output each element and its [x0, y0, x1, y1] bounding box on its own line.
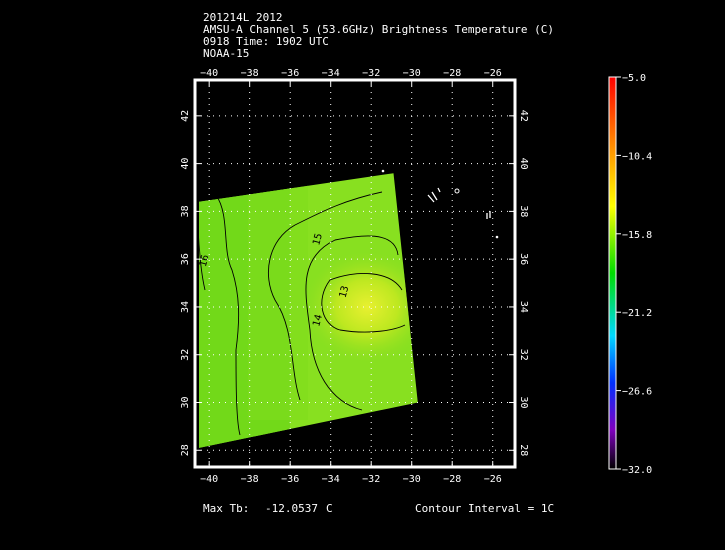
lat-label-right: 36 [518, 253, 529, 265]
lon-label-bottom: −36 [281, 474, 299, 485]
max-tb-label: Max Tb: [203, 502, 249, 515]
lon-label-top: −34 [322, 68, 340, 79]
contour-label: 16 [198, 254, 212, 268]
lon-label-top: −28 [443, 68, 461, 79]
lat-label-left: 38 [180, 205, 191, 217]
lon-label-bottom: −34 [322, 474, 340, 485]
lon-label-bottom: −40 [200, 474, 218, 485]
lat-label-left: 34 [180, 301, 191, 313]
land-fragment [381, 169, 385, 173]
lat-label-left: 28 [180, 444, 191, 456]
lat-label-right: 32 [518, 349, 529, 361]
lon-label-top: −26 [484, 68, 502, 79]
land-fragment [454, 188, 460, 194]
colorbar-labels: −5.0 −10.4 −15.8 −21.2 −26.6 −32.0 [616, 73, 652, 476]
colorbar-label: −10.4 [622, 151, 652, 162]
lon-label-top: −38 [241, 68, 259, 79]
lat-label-right: 30 [518, 396, 529, 408]
lon-label-bottom: −30 [403, 474, 421, 485]
contour-interval: Contour Interval = 1C [415, 502, 554, 515]
colorbar-label: −26.6 [622, 387, 652, 398]
brightness-swath: 16 15 14 13 [198, 173, 418, 448]
contour-line [305, 235, 399, 411]
land-fragment [427, 187, 441, 203]
contour-line [199, 199, 206, 291]
lon-label-top: −30 [403, 68, 421, 79]
lat-label-right: 42 [518, 110, 529, 122]
map-frame [193, 78, 517, 469]
lon-label-bottom: −26 [484, 474, 502, 485]
lat-label-right: 38 [518, 205, 529, 217]
lon-label-bottom: −32 [362, 474, 380, 485]
lon-label-bottom: −38 [241, 474, 259, 485]
max-tb-value: -12.0537 [265, 502, 318, 515]
contour-label: 15 [311, 232, 325, 246]
lon-label-top: −32 [362, 68, 380, 79]
satellite-name: NOAA-15 [203, 47, 249, 60]
contour-label: 13 [338, 285, 352, 299]
warm-core [305, 251, 418, 362]
land-fragment [486, 211, 491, 219]
lat-label-left: 32 [180, 349, 191, 361]
colorbar-label: −32.0 [622, 465, 652, 476]
colorbar-label: −5.0 [622, 73, 646, 84]
lat-label-left: 42 [180, 110, 191, 122]
max-tb-unit: C [326, 502, 333, 515]
product-id: 201214L 2012 [203, 11, 282, 24]
contour-line [268, 191, 383, 401]
swath-mid-band [248, 173, 308, 420]
lat-label-left: 36 [180, 253, 191, 265]
contour-line [321, 272, 406, 333]
colorbar [608, 76, 617, 470]
axis-ticks: −40 −40 −38 −38 −36 −36 −34 −34 −32 −32 −30 −30 −28 −… [180, 68, 529, 485]
lat-label-left: 40 [180, 158, 191, 170]
lat-label-right: 34 [518, 301, 529, 313]
product-time: 0918 Time: 1902 UTC [203, 35, 329, 48]
lat-label-right: 40 [518, 158, 529, 170]
contour-line [215, 194, 241, 436]
lat-label-right: 28 [518, 444, 529, 456]
product-title: AMSU-A Channel 5 (53.6GHz) Brightness Te… [203, 23, 554, 36]
colorbar-label: −15.8 [622, 230, 652, 241]
contour-labels: 16 15 14 13 [198, 232, 351, 328]
contour-label: 14 [311, 313, 325, 327]
lat-label-left: 30 [180, 396, 191, 408]
lon-label-top: −36 [281, 68, 299, 79]
lon-label-bottom: −28 [443, 474, 461, 485]
land-fragment [495, 235, 499, 239]
colorbar-label: −21.2 [622, 308, 652, 319]
lon-label-top: −40 [200, 68, 218, 79]
